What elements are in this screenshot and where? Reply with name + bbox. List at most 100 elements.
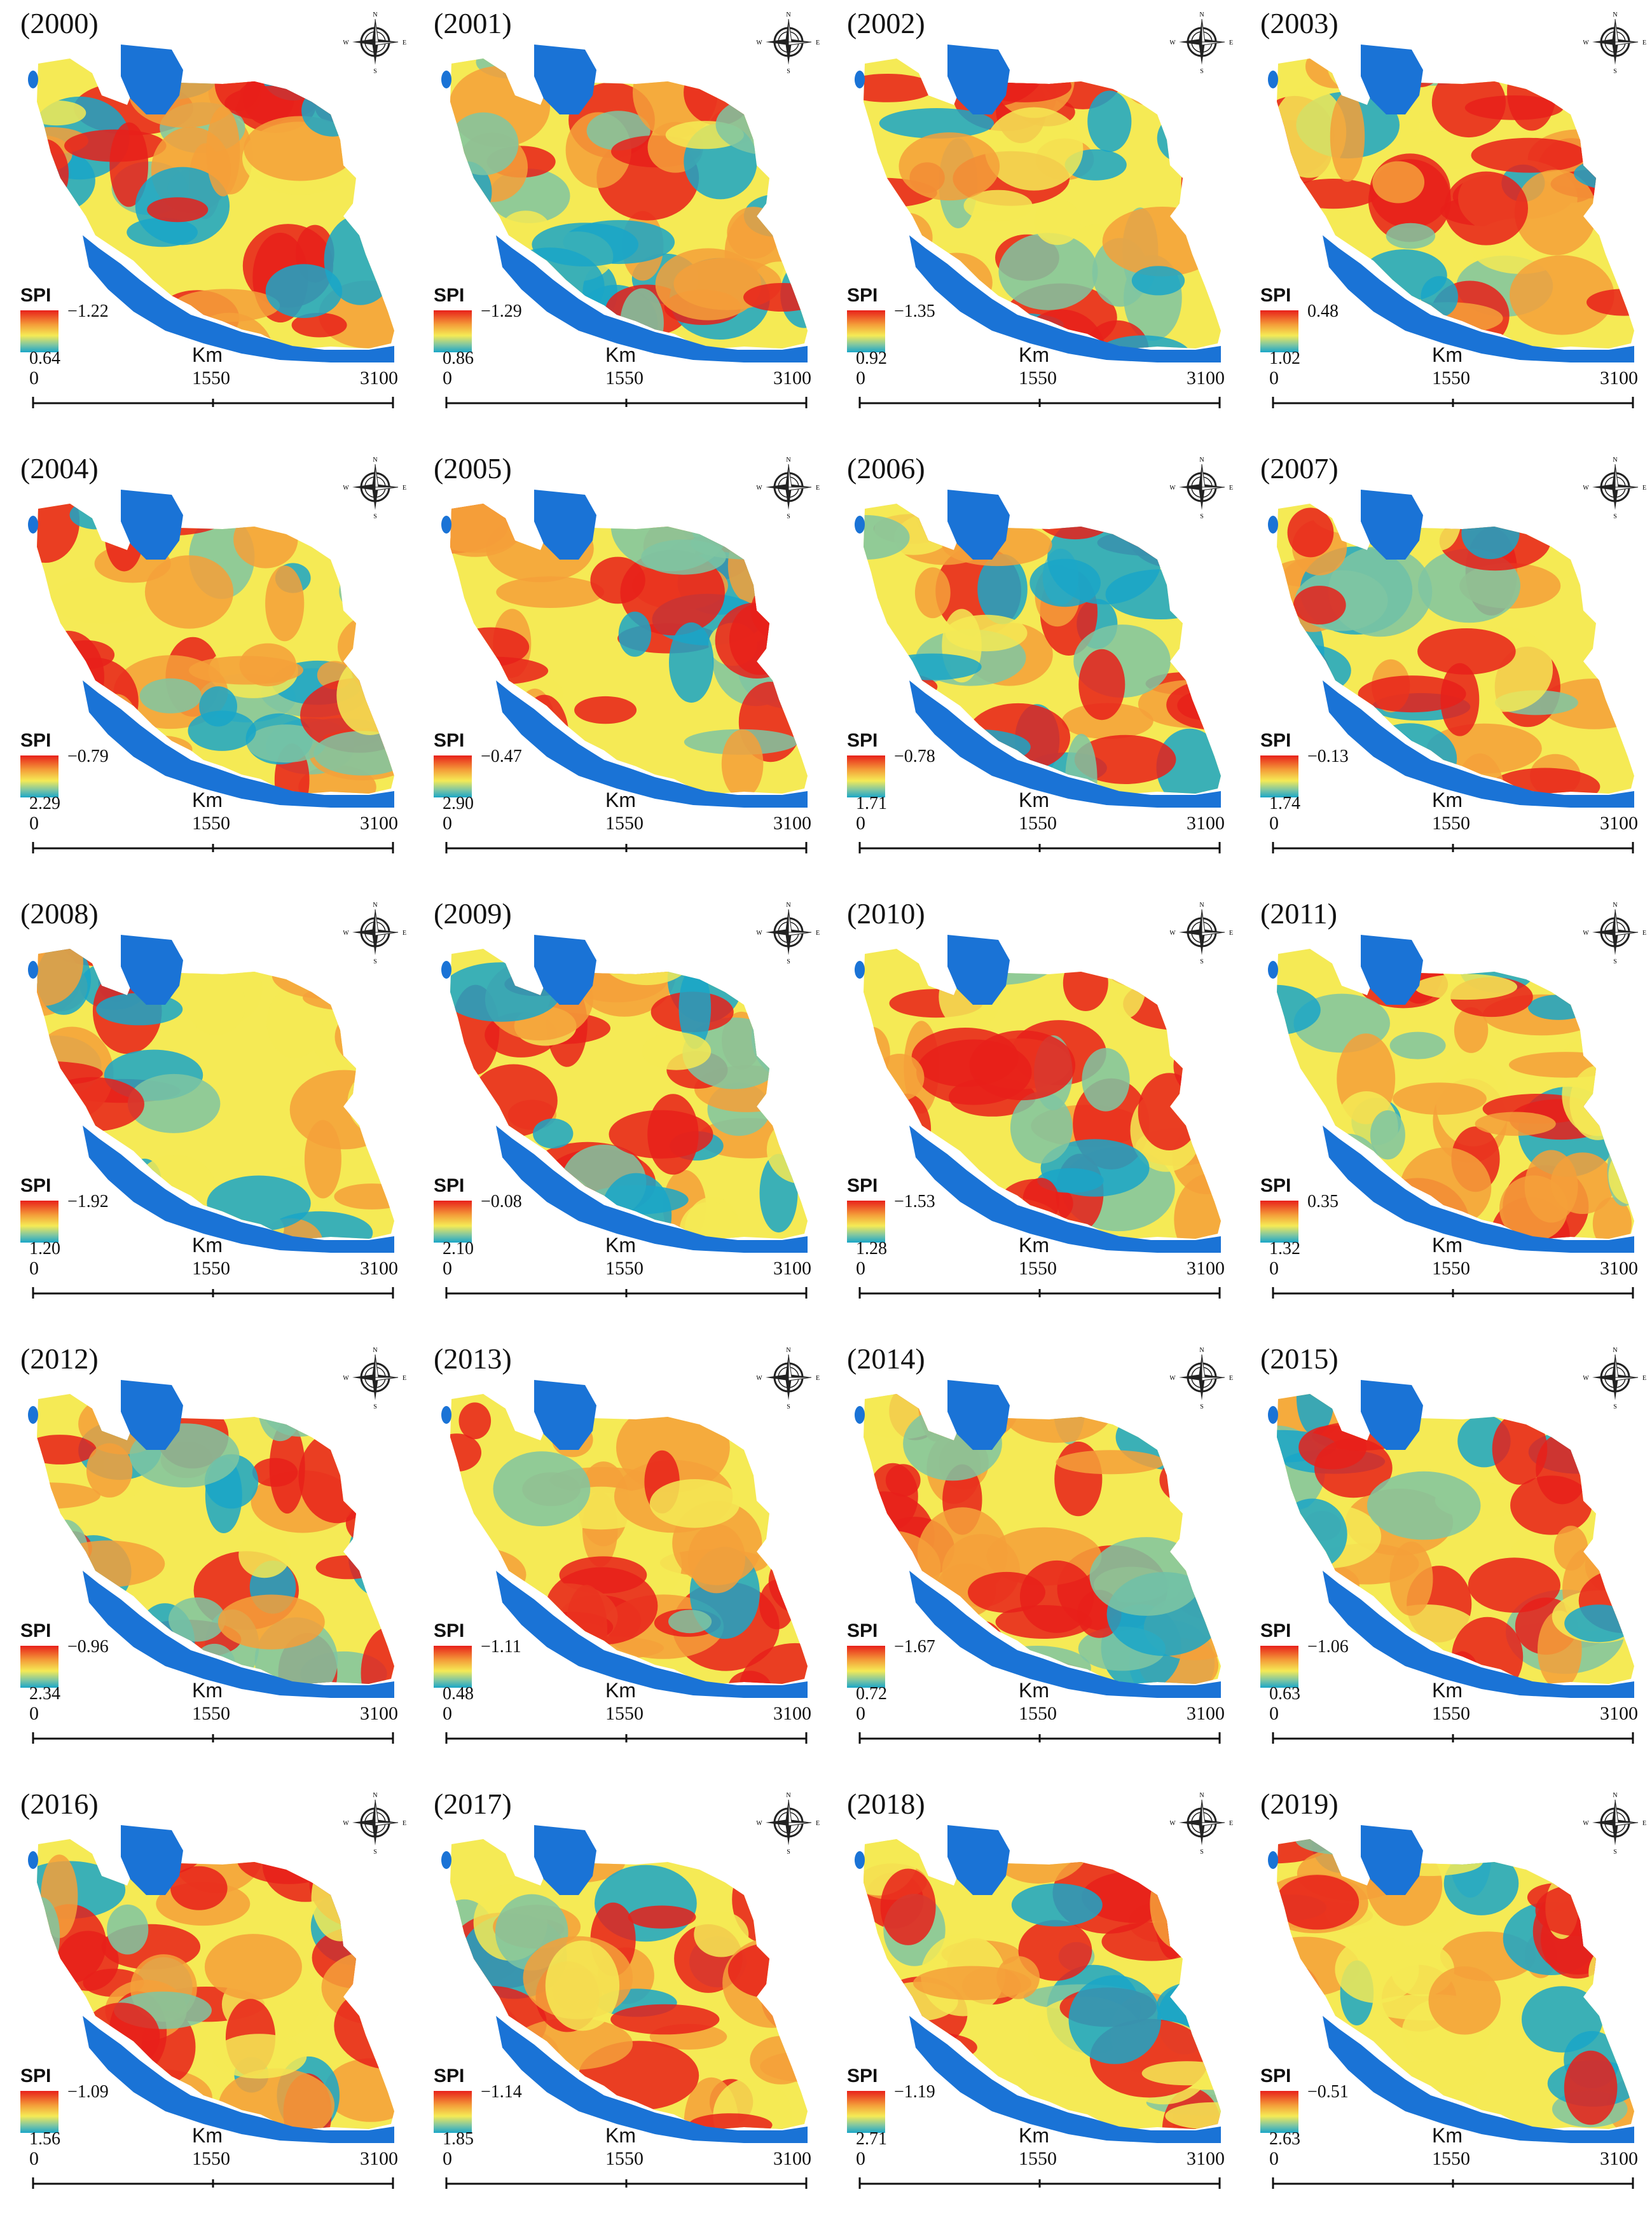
svg-text:N: N — [373, 11, 377, 18]
scale-tick-label: 0 — [856, 813, 865, 834]
persian-gulf — [496, 680, 808, 808]
svg-text:E: E — [1229, 39, 1233, 46]
legend-color-ramp — [434, 1646, 472, 1688]
svg-text:E: E — [816, 1375, 820, 1382]
legend-high-value: −0.96 — [67, 1637, 109, 1657]
svg-text:E: E — [816, 485, 820, 492]
scale-unit: Km — [1019, 1234, 1049, 1257]
lake-urmia — [441, 1851, 451, 1869]
scale-tick-label: 0 — [443, 813, 452, 834]
map-panel: (2018) N S W E SPI −1.19 2.71 Km 0 1550 3100 — [833, 1781, 1246, 2226]
persian-gulf — [909, 680, 1221, 808]
north-arrow-compass-icon: N S W E — [757, 902, 820, 964]
svg-text:N: N — [373, 1792, 377, 1799]
caspian-sea — [947, 935, 1010, 1005]
lake-urmia — [1268, 1406, 1278, 1424]
scale-tick-label: 3100 — [1187, 2148, 1225, 2169]
svg-text:N: N — [786, 902, 790, 909]
legend-high-value: −1.11 — [481, 1637, 521, 1657]
iran-spi-map — [28, 1825, 394, 2143]
svg-text:W: W — [1583, 930, 1589, 937]
legend-low-value: 1.02 — [1269, 348, 1300, 368]
svg-text:E: E — [1229, 930, 1233, 937]
legend-color-ramp — [1260, 1201, 1298, 1243]
persian-gulf — [1323, 235, 1634, 362]
scale-tick-label: 0 — [29, 1703, 39, 1724]
scale-unit: Km — [605, 1679, 636, 1702]
caspian-sea — [1361, 1825, 1423, 1895]
map-panel: (2000) N S W E SPI −1.22 0.64 Km 0 1550 3100 — [6, 0, 420, 445]
map-panel: (2001) N S W E SPI −1.29 0.86 Km 0 1550 3100 — [420, 0, 833, 445]
legend-high-value: −1.06 — [1307, 1637, 1349, 1657]
north-arrow-compass-icon: N S W E — [343, 457, 406, 519]
north-arrow-compass-icon: N S W E — [1170, 457, 1233, 519]
legend-low-value: 2.29 — [29, 794, 60, 813]
persian-gulf — [83, 1571, 394, 1698]
lake-urmia — [1268, 71, 1278, 88]
caspian-sea — [1361, 1380, 1423, 1450]
scale-unit: Km — [1432, 1679, 1463, 1702]
iran-spi-map — [855, 45, 1221, 362]
iran-spi-map — [28, 1380, 394, 1698]
legend-low-value: 0.64 — [29, 348, 60, 368]
scale-tick-label: 0 — [1269, 2148, 1279, 2169]
persian-gulf — [909, 235, 1221, 362]
legend-high-value: −1.14 — [481, 2082, 522, 2102]
legend-title: SPI — [434, 2065, 465, 2086]
scale-unit: Km — [605, 1234, 636, 1257]
north-arrow-compass-icon: N S W E — [757, 11, 820, 74]
legend-high-value: −0.79 — [67, 747, 109, 766]
svg-text:S: S — [1200, 958, 1204, 964]
map-panel: (2016) N S W E SPI −1.09 1.56 Km 0 1550 3100 — [6, 1781, 420, 2226]
map-panel: (2004) N S W E SPI −0.79 2.29 Km 0 1550 3100 — [6, 445, 420, 890]
scale-tick-label: 3100 — [1600, 1258, 1638, 1279]
scale-tick-label: 0 — [443, 1703, 452, 1724]
iran-spi-map — [1268, 45, 1634, 362]
caspian-sea — [1361, 490, 1423, 560]
legend-title: SPI — [20, 285, 52, 306]
svg-text:S: S — [1613, 1403, 1617, 1409]
scale-tick-label: 3100 — [1187, 1703, 1225, 1724]
scale-tick-label: 1550 — [605, 368, 644, 389]
legend-title: SPI — [1260, 2065, 1291, 2086]
map-panel: (2017) N S W E SPI −1.14 1.85 Km 0 1550 3100 — [420, 1781, 833, 2226]
scale-bar — [1272, 2177, 1634, 2189]
iran-spi-map — [441, 1380, 808, 1698]
iran-spi-map — [855, 935, 1221, 1253]
panel-year: (2006) — [847, 452, 925, 485]
svg-text:N: N — [1199, 457, 1204, 464]
svg-text:N: N — [1613, 1792, 1617, 1799]
svg-text:W: W — [1170, 930, 1176, 937]
panel-year: (2009) — [434, 897, 512, 930]
lake-urmia — [855, 1406, 865, 1424]
scale-bar — [1272, 1287, 1634, 1299]
scale-tick-label: 1550 — [192, 368, 230, 389]
scale-bar — [32, 1287, 394, 1299]
svg-text:E: E — [403, 39, 406, 46]
scale-unit: Km — [192, 343, 223, 366]
north-arrow-compass-icon: N S W E — [1170, 11, 1233, 74]
scale-bar — [32, 1732, 394, 1744]
map-panel: (2012) N S W E SPI −0.96 2.34 Km 0 1550 3100 — [6, 1335, 420, 1781]
scale-tick-label: 3100 — [360, 813, 398, 834]
north-arrow-compass-icon: N S W E — [1583, 1347, 1646, 1409]
svg-text:E: E — [1229, 485, 1233, 492]
svg-text:E: E — [1642, 485, 1646, 492]
scale-tick-label: 1550 — [1432, 2148, 1470, 2169]
svg-text:E: E — [403, 485, 406, 492]
svg-text:S: S — [1200, 1403, 1204, 1409]
map-panel: (2010) N S W E SPI −1.53 1.28 Km 0 1550 3100 — [833, 890, 1246, 1335]
iran-spi-map — [855, 490, 1221, 808]
scale-unit: Km — [605, 2124, 636, 2147]
scale-tick-label: 1550 — [192, 2148, 230, 2169]
legend-color-ramp — [1260, 1646, 1298, 1688]
svg-text:W: W — [1583, 1820, 1589, 1827]
scale-bar — [32, 2177, 394, 2189]
scale-bar — [858, 1287, 1221, 1299]
scale-bar — [32, 397, 394, 408]
iran-spi-map — [855, 1380, 1221, 1698]
svg-text:S: S — [1613, 958, 1617, 964]
lake-urmia — [1268, 1851, 1278, 1869]
scale-tick-label: 1550 — [1432, 1703, 1470, 1724]
scale-tick-label: 3100 — [1600, 1703, 1638, 1724]
